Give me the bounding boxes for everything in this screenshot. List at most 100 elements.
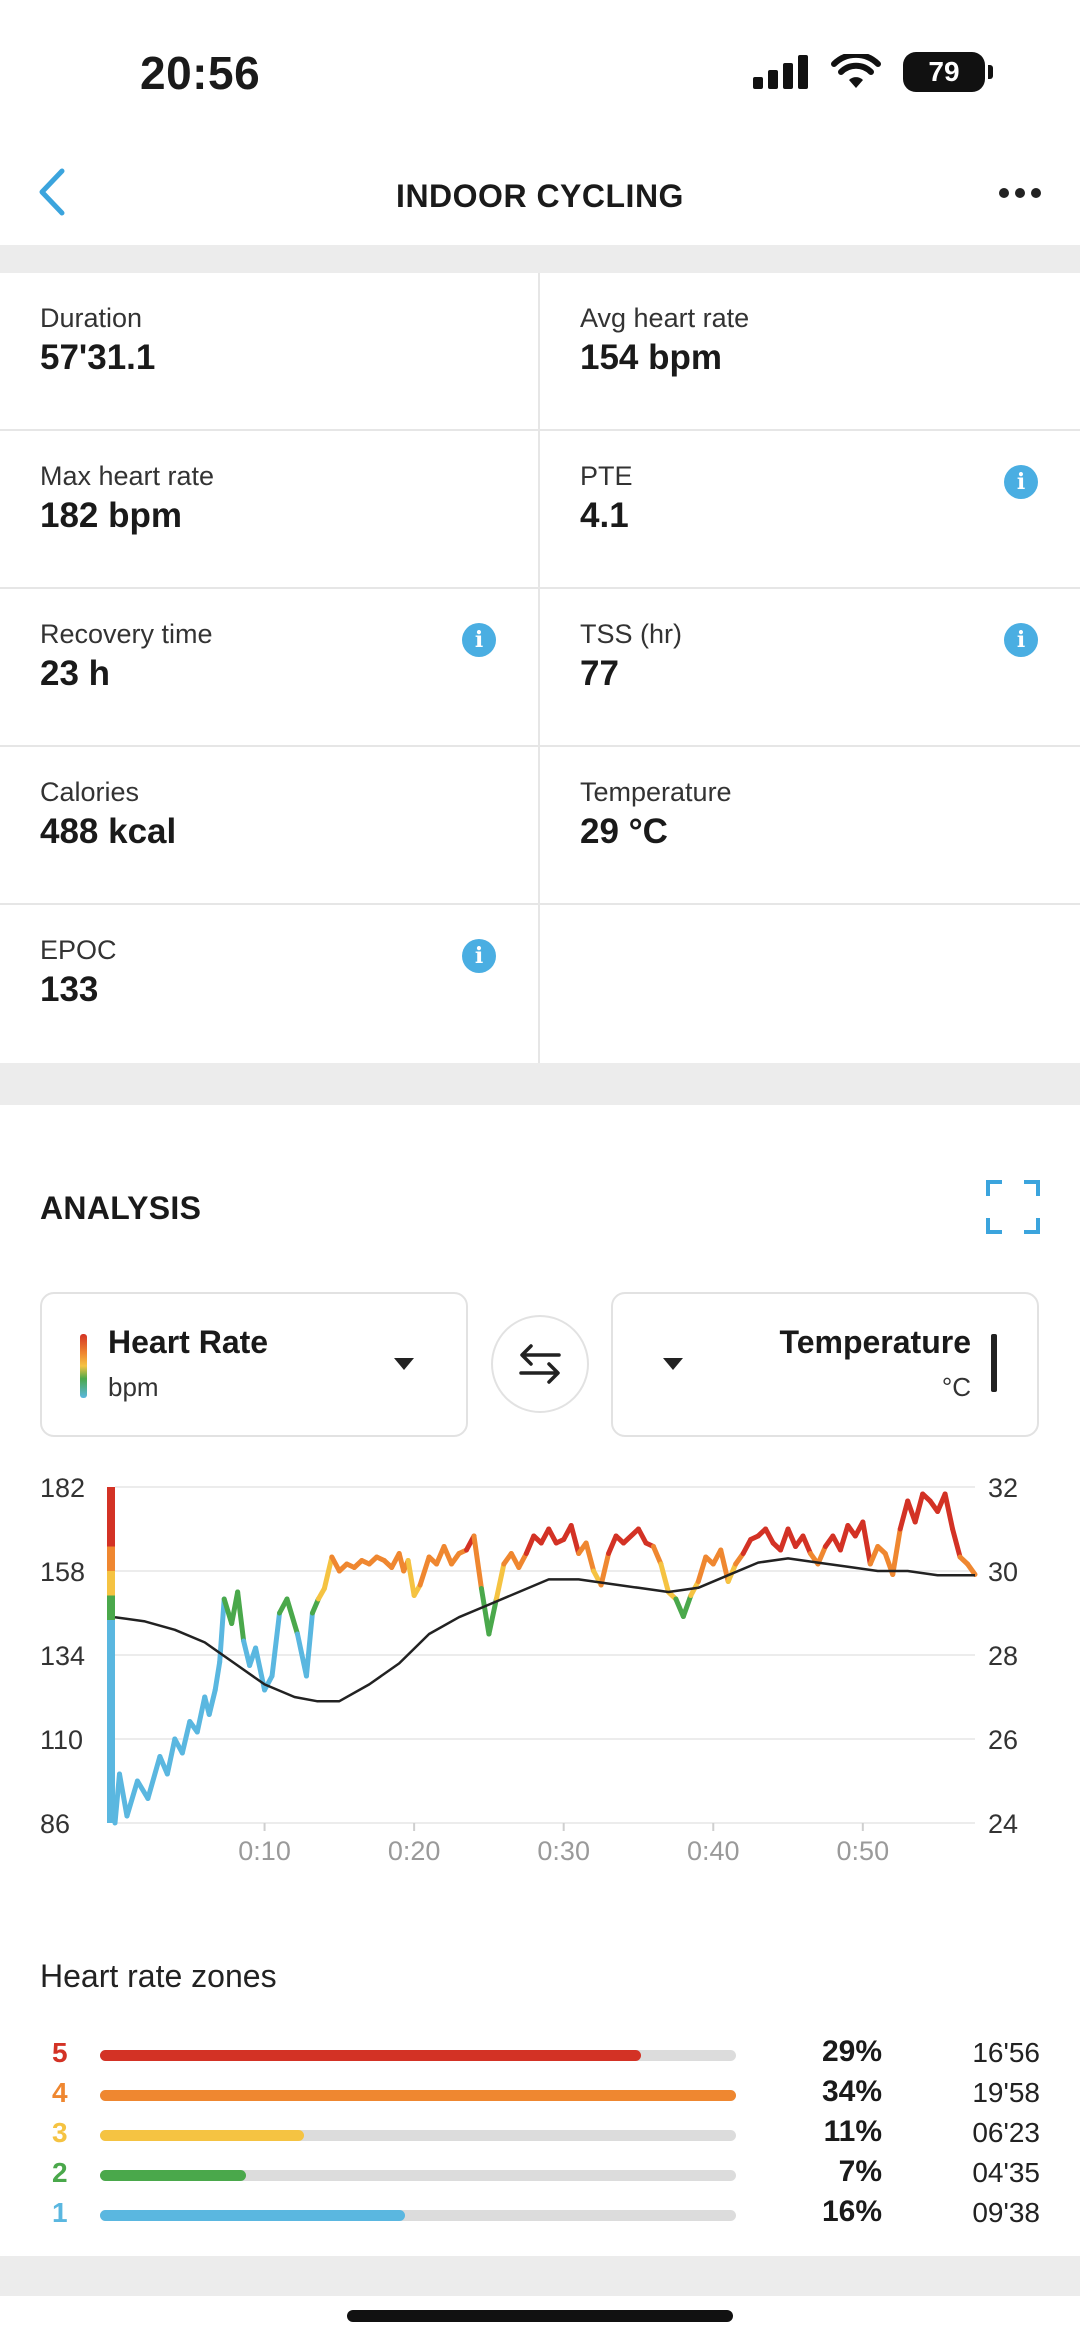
- heart-rate-line-segment: [658, 1561, 671, 1595]
- stat-avg-heart-rate: Avg heart rate 154 bpm: [540, 273, 1080, 429]
- swap-axes-button[interactable]: [491, 1315, 589, 1413]
- zone-number: 5: [52, 2037, 68, 2068]
- nav-bar: INDOOR CYCLING: [0, 140, 1080, 245]
- heart-rate-line-segment: [486, 1596, 499, 1637]
- back-button[interactable]: [26, 162, 76, 222]
- y-left-tick-label: 86: [40, 1809, 70, 1839]
- zone-row-3: 3 11% 06'23: [40, 2115, 1040, 2155]
- zone-time: 16'56: [972, 2037, 1040, 2068]
- status-icons: 79: [753, 52, 993, 92]
- y-left-tick-label: 182: [40, 1473, 85, 1503]
- heart-rate-line-segment: [471, 1533, 484, 1591]
- stat-value: 133: [40, 970, 99, 1009]
- zones-title: Heart rate zones: [40, 1958, 277, 1994]
- heart-rate-line-segment: [568, 1523, 582, 1556]
- stat-value: 182 bpm: [40, 496, 182, 535]
- stat-pte: PTE 4.1 i: [540, 431, 1080, 587]
- stat-empty: [540, 905, 1080, 1063]
- heart-rate-line-segment: [262, 1673, 275, 1693]
- heart-rate-line-segment: [516, 1551, 529, 1570]
- zone-row-1: 1 16% 09'38: [40, 2195, 1040, 2235]
- heart-rate-line-segment: [897, 1498, 911, 1532]
- info-icon[interactable]: i: [462, 939, 496, 973]
- home-indicator: [347, 2310, 733, 2322]
- heart-rate-zone-legend-icon: [80, 1334, 87, 1398]
- heart-rate-line-segment: [867, 1544, 881, 1567]
- heart-rate-line-segment: [763, 1526, 776, 1546]
- zone-percentage: 16%: [821, 2195, 882, 2228]
- stats-grid: Duration 57'31.1 Avg heart rate 154 bpm …: [0, 273, 1080, 1063]
- heart-rate-line-segment: [478, 1586, 492, 1637]
- zone-time: 19'58: [972, 2077, 1040, 2108]
- stat-row: EPOC 133 i: [0, 905, 1080, 1063]
- more-options-button[interactable]: [990, 168, 1050, 218]
- heart-rate-line-segment: [321, 1554, 335, 1591]
- analysis-chart[interactable]: 182 32 158 30 134 28 110 26 86 24 0:10 0:20 0:30 0:40…: [0, 1450, 1080, 1875]
- heart-rate-line-segment: [778, 1526, 791, 1553]
- stat-label: Max heart rate: [40, 461, 215, 491]
- stat-tss: TSS (hr) 77 i: [540, 589, 1080, 745]
- y-right-tick-label: 24: [988, 1809, 1018, 1839]
- stat-row: Recovery time 23 h i TSS (hr) 77 i: [0, 589, 1080, 747]
- zone-percentage: 29%: [821, 2035, 882, 2068]
- info-icon[interactable]: i: [462, 623, 496, 657]
- zone-bar-fill: [100, 2090, 736, 2101]
- heart-rate-line-segment: [606, 1533, 619, 1556]
- heart-rate-line-segment: [217, 1596, 227, 1665]
- zone-axis-segment: [107, 1595, 115, 1620]
- status-time: 20:56: [140, 47, 261, 99]
- zone-bar: [100, 2050, 736, 2061]
- heart-rate-line-segment: [329, 1554, 342, 1574]
- analysis-title: ANALYSIS: [40, 1190, 202, 1226]
- zone-number: 3: [52, 2117, 68, 2148]
- wifi-icon: [831, 54, 881, 88]
- stat-row: Duration 57'31.1 Avg heart rate 154 bpm: [0, 273, 1080, 431]
- heart-rate-line-segment: [269, 1610, 283, 1679]
- heart-rate-selector[interactable]: Heart Rate bpm: [40, 1292, 468, 1437]
- info-icon[interactable]: i: [1004, 465, 1038, 499]
- heart-rate-line-segment: [815, 1544, 828, 1567]
- heart-rate-line-segment: [493, 1561, 507, 1602]
- selector-name: Temperature: [779, 1324, 971, 1360]
- heart-rate-line-segment: [740, 1537, 754, 1556]
- zone-axis-segment: [107, 1571, 115, 1596]
- x-tick-label: 0:30: [537, 1836, 590, 1866]
- stat-duration: Duration 57'31.1: [0, 273, 540, 429]
- heart-rate-line-segment: [417, 1554, 432, 1588]
- zone-percentage: 34%: [821, 2075, 882, 2108]
- stat-label: EPOC: [40, 935, 117, 965]
- y-right-tick-label: 26: [988, 1725, 1018, 1755]
- battery-indicator: 79: [903, 52, 993, 92]
- heart-rate-line-segment: [680, 1593, 694, 1619]
- section-divider: [0, 1063, 1080, 1105]
- heart-rate-line-segment: [124, 1778, 140, 1819]
- zone-row-2: 2 7% 04'35: [40, 2155, 1040, 2195]
- y-left-tick-label: 134: [40, 1641, 85, 1671]
- zone-percentage: 11%: [823, 2115, 882, 2148]
- heart-rate-line-segment: [235, 1589, 247, 1644]
- heart-rate-line-segment: [890, 1526, 903, 1577]
- temperature-line: [114, 1557, 975, 1703]
- stat-value: 57'31.1: [40, 338, 156, 377]
- zone-number: 2: [52, 2157, 68, 2188]
- info-icon[interactable]: i: [1004, 623, 1038, 657]
- heart-rate-line-segment: [164, 1736, 178, 1777]
- zone-bar: [100, 2210, 736, 2221]
- y-left-tick-label: 110: [40, 1725, 83, 1755]
- expand-button[interactable]: [986, 1180, 1040, 1234]
- stat-label: Calories: [40, 777, 140, 807]
- temperature-selector[interactable]: Temperature °C: [611, 1292, 1039, 1437]
- stat-value: 154 bpm: [580, 338, 722, 377]
- chevron-left-icon: [39, 168, 65, 216]
- heart-rate-line-segment: [145, 1754, 163, 1801]
- heart-rate-line-segment: [583, 1540, 597, 1574]
- heart-rate-line-segment: [523, 1533, 537, 1556]
- zone-time: 09'38: [972, 2197, 1040, 2228]
- temperature-line-legend-icon: [991, 1334, 997, 1392]
- heart-rate-line-segment: [965, 1561, 978, 1577]
- y-right-tick-label: 32: [988, 1473, 1018, 1503]
- zone-bar: [100, 2170, 736, 2181]
- stat-recovery-time: Recovery time 23 h i: [0, 589, 540, 745]
- heart-rate-line-segment: [621, 1526, 641, 1546]
- section-divider: [0, 245, 1080, 273]
